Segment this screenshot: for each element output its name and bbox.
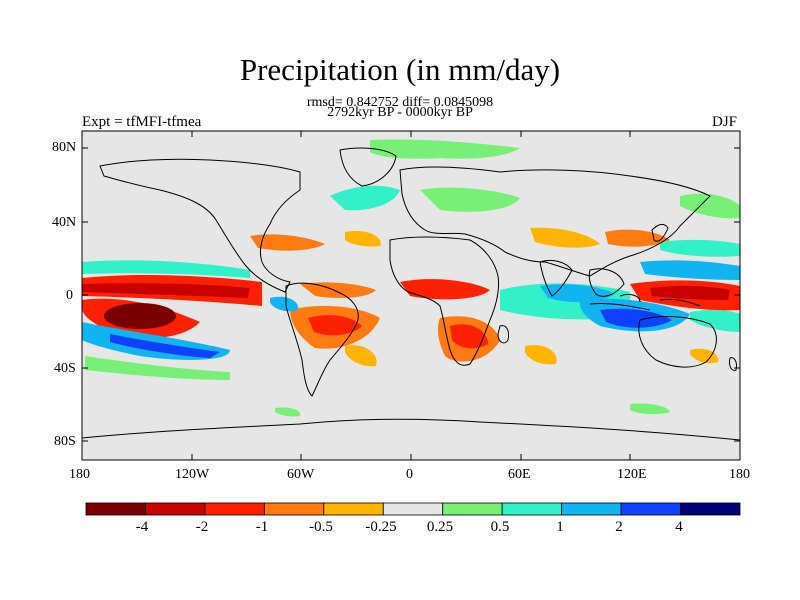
lon-tick-180w: 180 — [69, 467, 90, 482]
lat-tick-40n: 40N — [52, 215, 77, 230]
asia-dry — [530, 227, 600, 248]
precip-field — [82, 139, 740, 417]
africa-dry-north — [400, 279, 490, 300]
colorbar-label: 0.5 — [490, 519, 510, 535]
map-title: Precipitation (in mm/day) — [239, 52, 561, 87]
australia-dry — [690, 348, 719, 364]
colorbar-swatch — [620, 502, 681, 516]
southern-ocean-wet-2 — [275, 407, 301, 417]
lon-tick-120w: 120W — [175, 467, 210, 482]
colorbar-label: -0.5 — [309, 519, 333, 535]
colorbar-swatch — [145, 502, 206, 516]
colorbar-label: -1 — [255, 519, 269, 535]
north-america-dry — [250, 234, 325, 251]
lat-tick-80n: 80N — [52, 140, 77, 155]
colorbar-label: 4 — [675, 519, 683, 535]
lat-tick-80s: 80S — [54, 434, 76, 449]
africa-outline — [389, 236, 499, 366]
colorbar-swatch — [263, 502, 325, 516]
south-atlantic-dry — [345, 345, 377, 367]
lon-tick-60w: 60W — [287, 467, 315, 482]
axis-ticks — [82, 131, 740, 460]
colorbar-label: -2 — [195, 519, 209, 535]
experiment-label: Expt = tfMFI-tfmea — [82, 114, 202, 130]
coastlines — [82, 147, 740, 441]
north-pacific-wet-2 — [660, 239, 740, 257]
north-pacific-wet — [680, 193, 740, 219]
pacific-wet-core — [110, 334, 220, 358]
west-pacific-dry-core — [650, 285, 730, 300]
pacific-dry-core — [82, 283, 250, 298]
season-label: DJF — [711, 114, 737, 130]
south-america-dry-core — [308, 315, 362, 336]
colorbar-swatch — [204, 502, 265, 516]
europe-wet — [420, 187, 520, 212]
colorbar-swatch — [323, 502, 384, 516]
lon-tick-0: 0 — [406, 467, 413, 482]
north-america-outline — [99, 158, 301, 293]
colorbar-swatch — [680, 502, 741, 516]
lon-tick-60e: 60E — [508, 467, 531, 482]
africa-dry-core — [450, 324, 488, 349]
colorbar-swatch — [85, 502, 146, 516]
south-america-outline — [285, 282, 359, 397]
stats-line: rmsd= 0.842752 diff= 0.0845098 — [306, 95, 494, 110]
tropical-atlantic-dry — [300, 282, 376, 298]
atlantic-dry — [345, 230, 381, 247]
antarctica-outline — [82, 418, 740, 441]
spcz-wet — [690, 309, 740, 332]
india-outline — [539, 259, 573, 297]
pacific-green-south — [85, 356, 230, 380]
period-line: 2792kyr BP - 0000kyr BP — [327, 105, 473, 120]
north-atlantic-wet — [330, 185, 400, 211]
japan-outline — [651, 223, 669, 242]
new-zealand-outline — [729, 357, 737, 371]
colorbar-swatch — [561, 502, 622, 516]
lat-tick-40s: 40S — [54, 361, 76, 376]
colorbar-label: -0.25 — [365, 519, 397, 535]
lon-tick-180e: 180 — [729, 467, 750, 482]
australia-outline — [638, 316, 717, 368]
southeast-asia-outline — [588, 268, 625, 297]
indian-ocean-wet-core — [540, 284, 615, 303]
indian-ocean-dry — [525, 345, 557, 365]
lat-tick-0: 0 — [66, 288, 73, 303]
maritime-wet-core — [600, 308, 672, 328]
indonesia-outline — [589, 293, 701, 311]
arctic-wet — [370, 139, 520, 159]
colorbar-label: -4 — [135, 519, 149, 535]
pacific-wet-band-north — [82, 260, 250, 278]
east-asia-dry — [605, 229, 670, 247]
lon-tick-120e: 120E — [617, 467, 647, 482]
colorbar-swatch — [442, 502, 503, 516]
colorbar-label: 0.25 — [426, 519, 454, 535]
colorbar-label: 1 — [556, 519, 564, 535]
southern-ocean-wet — [630, 403, 670, 415]
colorbar-swatch — [501, 502, 563, 516]
west-pacific-wet-north — [640, 260, 740, 280]
colorbar — [85, 502, 741, 516]
amazon-wet — [270, 296, 299, 312]
colorbar-label: 2 — [615, 519, 623, 535]
madagascar-outline — [497, 325, 509, 344]
greenland-outline — [339, 147, 397, 187]
south-pacific-core — [104, 303, 176, 329]
colorbar-swatch — [382, 502, 444, 516]
europe-outline — [399, 166, 711, 277]
